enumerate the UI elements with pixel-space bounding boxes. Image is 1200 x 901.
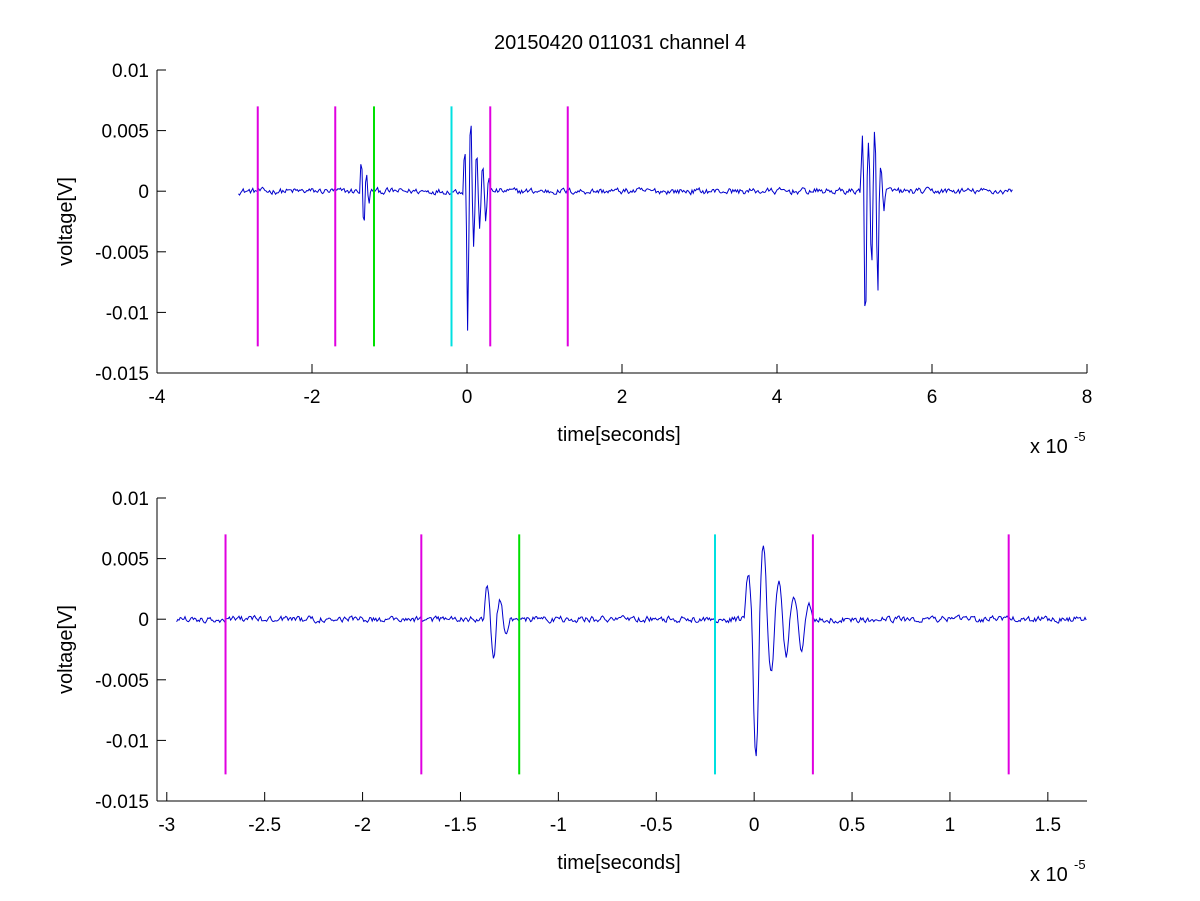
- plot-bottom: -0.015 -0.01 -0.005 0 0.005 0.01 -3 -2.5 -2 -1.5 -…: [55, 489, 1087, 886]
- x-tick-label: -4: [149, 387, 166, 408]
- y-tick-label: 0: [138, 610, 149, 631]
- x-tick-label: -2: [354, 815, 371, 836]
- y-tick-label: -0.015: [95, 364, 149, 385]
- y-tick-label: -0.005: [95, 243, 149, 264]
- figure-title: 20150420 011031 channel 4: [494, 32, 746, 54]
- x-tick-label: -1.5: [444, 815, 477, 836]
- y-tick-label: -0.01: [106, 303, 149, 324]
- y-tick-label: 0: [138, 182, 149, 203]
- signal-trace: [176, 545, 1087, 757]
- x-tick-label: 0: [749, 815, 760, 836]
- x-tick-label: -1: [550, 815, 567, 836]
- x-multiplier-exponent: -5: [1074, 429, 1086, 444]
- y-tick-label: -0.01: [106, 731, 149, 752]
- y-axis-label: voltage[V]: [55, 605, 77, 694]
- x-multiplier-label: x 10: [1030, 436, 1068, 458]
- x-tick-label: -2.5: [248, 815, 281, 836]
- y-tick-label: -0.005: [95, 671, 149, 692]
- x-tick-label: 6: [927, 387, 938, 408]
- x-multiplier-label: x 10: [1030, 864, 1068, 886]
- x-tick-label: -2: [304, 387, 321, 408]
- x-tick-label: -0.5: [640, 815, 673, 836]
- x-tick-label: 0: [462, 387, 473, 408]
- x-tick-label: 4: [772, 387, 783, 408]
- y-tick-label: 0.01: [112, 489, 149, 510]
- y-tick-label: 0.01: [112, 61, 149, 82]
- x-tick-label: 2: [617, 387, 628, 408]
- y-tick-label: 0.005: [101, 550, 149, 571]
- x-tick-label: -3: [158, 815, 175, 836]
- y-tick-label: -0.015: [95, 792, 149, 813]
- signal-trace: [238, 125, 1013, 331]
- x-axis-label: time[seconds]: [557, 852, 680, 874]
- y-axis-label: voltage[V]: [55, 177, 77, 266]
- x-tick-label: 1.5: [1035, 815, 1061, 836]
- x-tick-label: 1: [945, 815, 956, 836]
- x-multiplier-exponent: -5: [1074, 857, 1086, 872]
- x-tick-label: 0.5: [839, 815, 865, 836]
- plot-top: -0.015 -0.01 -0.005 0 0.005 0.01 -4 -2 0 2 4 6 8 time…: [55, 61, 1092, 458]
- x-axis-label: time[seconds]: [557, 424, 680, 446]
- y-tick-label: 0.005: [101, 122, 149, 143]
- x-tick-label: 8: [1082, 387, 1093, 408]
